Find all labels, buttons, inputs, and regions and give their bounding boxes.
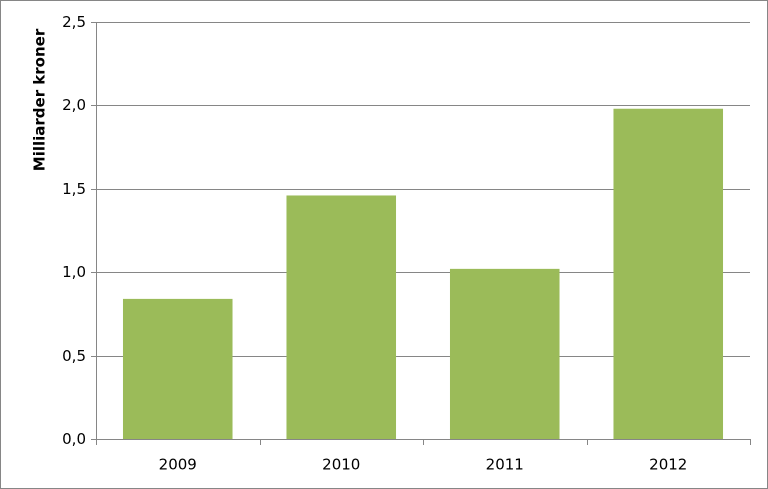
bar: [286, 195, 397, 439]
y-tick-label: 0,0: [62, 430, 86, 448]
y-tick-label: 2,5: [62, 13, 86, 31]
bar: [449, 268, 560, 439]
x-tick-label: 2011: [486, 456, 524, 474]
y-tick-label: 1,5: [62, 180, 86, 198]
x-tick-label: 2010: [322, 456, 360, 474]
x-tick-label: 2009: [159, 456, 197, 474]
y-tick-label: 1,0: [62, 263, 86, 281]
y-tick-label: 2,0: [62, 96, 86, 114]
y-tick-label: 0,5: [62, 347, 86, 365]
y-axis-label: Milliarder kroner: [31, 28, 49, 171]
bar: [122, 298, 233, 439]
bar: [613, 108, 724, 440]
x-tick-label: 2012: [649, 456, 687, 474]
